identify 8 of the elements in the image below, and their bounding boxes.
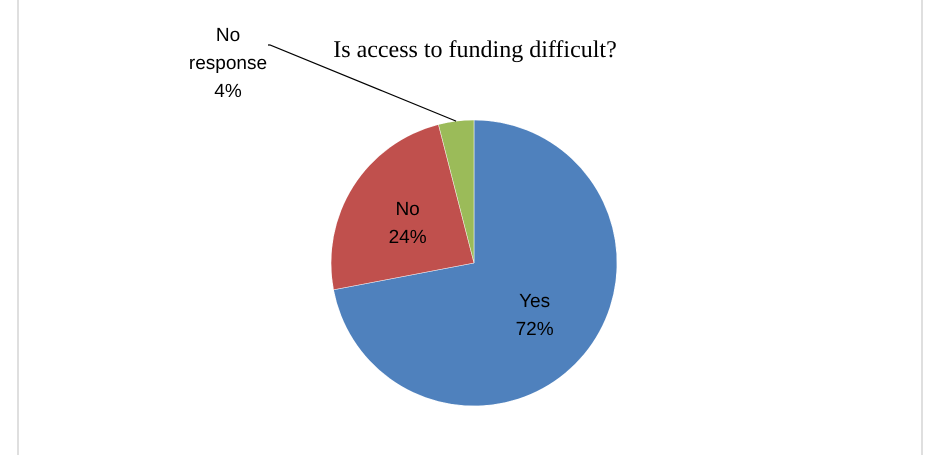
pie-slice xyxy=(333,120,618,406)
slice-label: No response xyxy=(188,25,268,74)
slice-label: No xyxy=(395,198,420,220)
data-label: 4% xyxy=(214,81,242,102)
slice-label: Yes xyxy=(519,291,550,312)
chart-title: Is access to funding difficult? xyxy=(333,37,617,63)
data-label: 72% xyxy=(516,319,554,340)
data-label: 24% xyxy=(388,226,427,248)
